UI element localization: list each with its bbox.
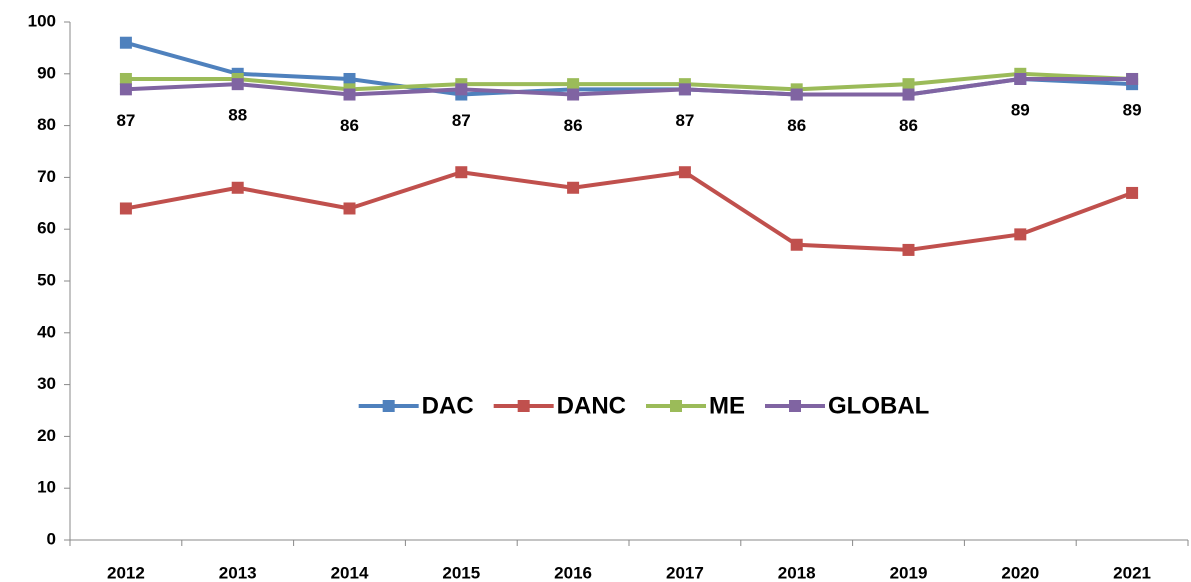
series-marker bbox=[1014, 72, 1027, 85]
series-marker bbox=[567, 78, 580, 91]
series-line bbox=[125, 76, 1133, 97]
series-marker bbox=[119, 83, 132, 96]
series-marker bbox=[231, 78, 244, 91]
value-label: 87 bbox=[116, 111, 135, 130]
series-marker bbox=[902, 243, 915, 256]
value-label: 88 bbox=[228, 106, 247, 125]
value-label: 87 bbox=[452, 111, 471, 130]
value-label: 86 bbox=[340, 116, 359, 135]
series-marker bbox=[902, 78, 915, 91]
series-marker bbox=[678, 166, 691, 179]
series-marker bbox=[567, 88, 580, 101]
legend-label: GLOBAL bbox=[828, 392, 929, 419]
series-line bbox=[125, 71, 1133, 92]
series-marker bbox=[678, 83, 691, 96]
y-tick-label: 10 bbox=[37, 478, 56, 497]
x-tick-label: 2014 bbox=[331, 563, 369, 582]
legend-label: DAC bbox=[422, 392, 474, 419]
x-tick-label: 2015 bbox=[442, 563, 480, 582]
legend-marker bbox=[517, 400, 530, 412]
series-marker bbox=[343, 202, 356, 215]
series-marker bbox=[455, 166, 468, 179]
series-marker bbox=[902, 88, 915, 101]
series-marker bbox=[790, 88, 803, 101]
series-marker bbox=[119, 202, 132, 215]
series-marker bbox=[119, 36, 132, 49]
series-marker bbox=[1126, 72, 1139, 85]
x-tick-label: 2021 bbox=[1113, 563, 1151, 582]
y-tick-label: 40 bbox=[37, 322, 56, 341]
series-marker bbox=[343, 88, 356, 101]
legend-label: DANC bbox=[557, 392, 626, 419]
series-marker bbox=[119, 72, 132, 85]
series-marker bbox=[455, 83, 468, 96]
value-label: 86 bbox=[564, 116, 583, 135]
y-tick-label: 50 bbox=[37, 270, 56, 289]
legend-marker bbox=[789, 400, 801, 412]
value-label: 89 bbox=[1011, 100, 1030, 119]
y-tick-label: 80 bbox=[37, 115, 56, 134]
x-tick-label: 2018 bbox=[778, 563, 816, 582]
value-label: 86 bbox=[899, 116, 918, 135]
series-line bbox=[125, 170, 1133, 252]
y-tick-label: 0 bbox=[47, 529, 56, 548]
series-marker bbox=[1014, 228, 1027, 241]
series-marker bbox=[790, 238, 803, 251]
series-marker bbox=[567, 181, 580, 194]
x-tick-label: 2016 bbox=[554, 563, 592, 582]
legend-label: ME bbox=[709, 392, 745, 419]
y-tick-label: 20 bbox=[37, 426, 56, 445]
series-marker bbox=[231, 181, 244, 194]
y-tick-label: 90 bbox=[37, 63, 56, 82]
legend-marker bbox=[382, 400, 395, 412]
y-tick-label: 70 bbox=[37, 167, 56, 186]
y-tick-label: 30 bbox=[37, 374, 56, 393]
series-marker bbox=[1126, 186, 1139, 199]
series-marker bbox=[343, 72, 356, 85]
legend: DAC DANC ME GLOBAL bbox=[358, 392, 929, 419]
x-tick-label: 2017 bbox=[666, 563, 704, 582]
x-tick-label: 2013 bbox=[219, 563, 257, 582]
value-label: 87 bbox=[675, 111, 694, 130]
x-tick-label: 2012 bbox=[107, 563, 145, 582]
x-tick-label: 2019 bbox=[890, 563, 928, 582]
y-tick-label: 100 bbox=[28, 11, 56, 30]
y-tick-label: 60 bbox=[37, 219, 56, 238]
legend-marker bbox=[670, 400, 682, 412]
value-label: 86 bbox=[787, 116, 806, 135]
value-label: 89 bbox=[1123, 100, 1142, 119]
x-tick-label: 2020 bbox=[1001, 563, 1039, 582]
